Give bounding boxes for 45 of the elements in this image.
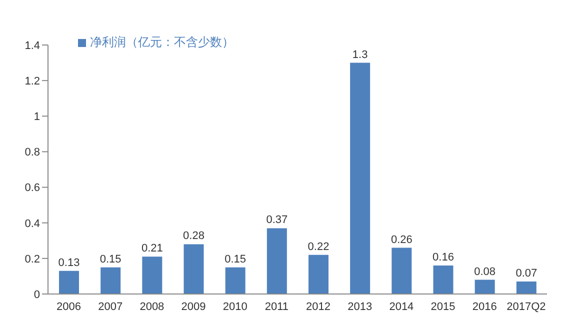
x-tick-label: 2017Q2 [506, 300, 546, 313]
x-tick-label: 2007 [98, 300, 123, 313]
data-label: 0.07 [516, 268, 538, 280]
bar [433, 266, 454, 294]
data-label: 0.15 [100, 253, 122, 266]
data-label: 0.21 [141, 242, 163, 255]
x-tick-label: 2006 [56, 300, 82, 313]
bar [266, 228, 287, 294]
bar [474, 280, 495, 294]
x-tick-label: 2016 [472, 300, 497, 313]
x-tick-label: 2010 [222, 300, 248, 313]
data-label: 0.37 [266, 214, 288, 226]
y-tick-label: 0.8 [24, 146, 40, 159]
x-tick-label: 2015 [430, 300, 456, 313]
x-tick-label: 2008 [140, 300, 164, 313]
y-tick-label: 1 [34, 111, 40, 124]
y-tick-label: 0.4 [24, 218, 40, 230]
bar [225, 267, 246, 294]
legend-label: 净利润（亿元：不含少数） [90, 35, 234, 49]
bar [100, 267, 121, 294]
y-tick-label: 0.6 [24, 182, 40, 194]
data-label: 1.3 [352, 48, 368, 61]
x-tick-label: 2009 [181, 300, 206, 313]
bar [516, 282, 536, 294]
data-label: 0.28 [183, 230, 204, 242]
data-label: 0.15 [224, 253, 246, 266]
x-tick-label: 2014 [389, 300, 414, 313]
data-label: 0.16 [432, 252, 454, 264]
bar [350, 62, 370, 294]
data-label: 0.13 [58, 256, 80, 269]
bar [142, 256, 162, 294]
bar [392, 248, 412, 294]
y-tick-label: 0.2 [24, 253, 40, 266]
y-tick-label: 0 [34, 288, 40, 301]
x-tick-label: 2012 [306, 300, 331, 313]
data-label: 0.26 [390, 234, 412, 246]
bar [59, 270, 79, 294]
bar [308, 254, 328, 294]
x-tick-label: 2013 [348, 300, 372, 313]
y-tick-label: 1.2 [24, 75, 40, 88]
data-label: 0.08 [474, 266, 496, 278]
x-tick-label: 2011 [264, 300, 289, 313]
data-label: 0.22 [308, 240, 330, 253]
y-tick-label: 1.4 [24, 40, 40, 52]
bar [184, 244, 204, 294]
